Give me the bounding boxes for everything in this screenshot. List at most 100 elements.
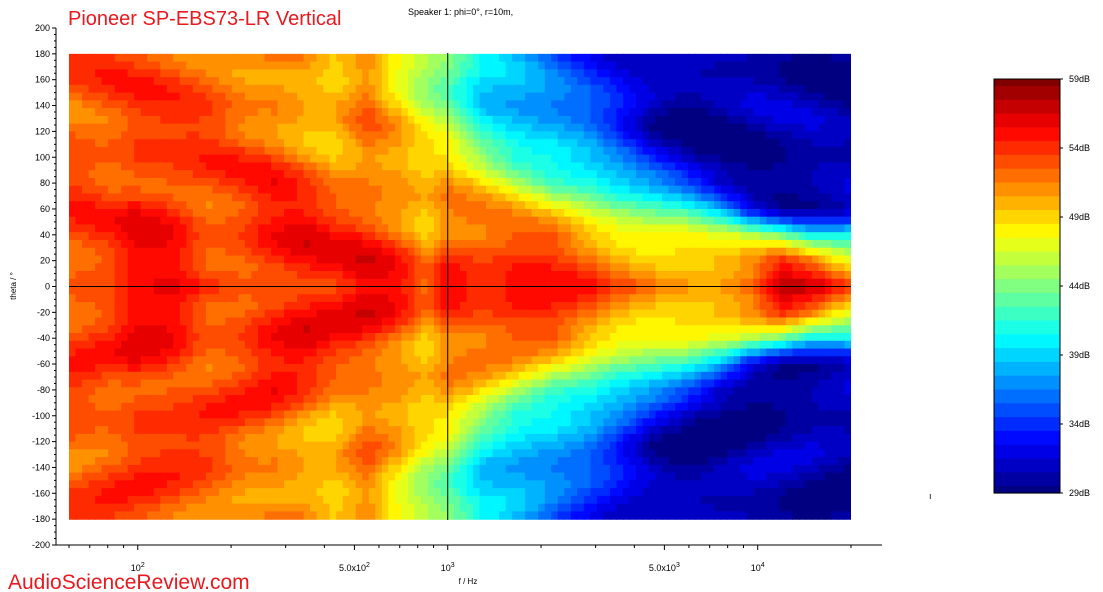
heatmap-cell [82, 302, 90, 311]
heatmap-cell [792, 340, 800, 350]
heatmap-cell [381, 69, 389, 78]
heatmap-cell [303, 371, 311, 381]
heatmap-cell [192, 115, 200, 125]
heatmap-cell [551, 84, 559, 94]
heatmap-cell [186, 193, 194, 202]
heatmap-cell [290, 348, 298, 357]
heatmap-cell [349, 162, 357, 171]
heatmap-cell [394, 177, 402, 187]
heatmap-cell [531, 115, 539, 125]
heatmap-cell [596, 177, 604, 187]
heatmap-cell [759, 270, 767, 280]
heatmap-cell [284, 317, 292, 326]
heatmap-cell [244, 108, 253, 117]
heatmap-cell [336, 92, 344, 101]
heatmap-cell [499, 371, 507, 381]
heatmap-cell [407, 333, 415, 342]
heatmap-cell [720, 333, 728, 342]
heatmap-cell [355, 263, 363, 272]
heatmap-cell [192, 170, 200, 179]
heatmap-cell [655, 92, 663, 101]
heatmap-cell [82, 77, 90, 86]
heatmap-cell [544, 162, 552, 171]
heatmap-cell [570, 108, 578, 117]
heatmap-cell [551, 69, 559, 78]
heatmap-cell [460, 53, 468, 63]
heatmap-cell [277, 364, 285, 373]
heatmap-cell [590, 69, 598, 78]
heatmap-cell [551, 185, 559, 195]
heatmap-cell [225, 255, 233, 264]
heatmap-cell [244, 348, 253, 357]
heatmap-cell [596, 216, 604, 226]
heatmap-cell [759, 108, 767, 117]
heatmap-cell [740, 247, 748, 257]
heatmap-cell [759, 100, 767, 109]
heatmap-cell [186, 115, 194, 125]
heatmap-cell [824, 185, 833, 195]
heatmap-cell [303, 154, 311, 164]
heatmap-cell [95, 92, 103, 101]
heatmap-cell [681, 224, 689, 233]
heatmap-cell [192, 201, 200, 210]
heatmap-cell [316, 232, 324, 241]
heatmap-cell [290, 162, 298, 171]
heatmap-cell [479, 333, 487, 342]
heatmap-cell [284, 146, 292, 156]
heatmap-cell [420, 247, 429, 257]
heatmap-cell [225, 325, 233, 334]
heatmap-cell [486, 208, 494, 218]
heatmap-cell [401, 371, 409, 381]
heatmap-cell [538, 286, 546, 295]
heatmap-cell [512, 53, 520, 63]
heatmap-cell [518, 193, 526, 202]
heatmap-cell [114, 356, 122, 365]
heatmap-cell [114, 193, 122, 202]
heatmap-cell [714, 177, 722, 187]
heatmap-cell [336, 193, 344, 202]
heatmap-cell [303, 333, 311, 342]
heatmap-cell [831, 115, 839, 125]
heatmap-cell [707, 53, 715, 63]
heatmap-cell [785, 77, 793, 86]
heatmap-cell [297, 100, 305, 109]
heatmap-cell [238, 77, 246, 86]
heatmap-cell [446, 356, 455, 365]
heatmap-cell [277, 108, 285, 117]
heatmap-cell [616, 77, 624, 86]
heatmap-cell [323, 232, 331, 241]
heatmap-cell [701, 317, 709, 326]
heatmap-cell [231, 317, 240, 326]
heatmap-cell [134, 185, 142, 195]
heatmap-cell [473, 224, 481, 233]
heatmap-cell [342, 61, 350, 70]
heatmap-cell [349, 139, 357, 148]
heatmap-cell [82, 193, 90, 202]
heatmap-cell [512, 348, 520, 357]
heatmap-cell [284, 69, 292, 78]
heatmap-cell [505, 216, 513, 226]
heatmap-cell [375, 340, 383, 350]
heatmap-cell [88, 123, 96, 132]
heatmap-cell [277, 162, 285, 171]
heatmap-cell [362, 193, 370, 202]
heatmap-cell [538, 201, 546, 210]
heatmap-cell [714, 154, 722, 164]
heatmap-cell [394, 139, 402, 148]
heatmap-cell [779, 193, 787, 202]
heatmap-cell [733, 356, 741, 365]
heatmap-cell [355, 286, 363, 295]
heatmap-cell [831, 208, 839, 218]
heatmap-cell [153, 123, 161, 132]
heatmap-cell [82, 216, 90, 226]
heatmap-cell [792, 356, 800, 365]
heatmap-cell [440, 69, 448, 78]
heatmap-cell [342, 193, 350, 202]
heatmap-cell [192, 61, 200, 70]
heatmap-cell [95, 201, 103, 210]
heatmap-cell [720, 77, 728, 86]
heatmap-cell [831, 317, 839, 326]
heatmap-cell [134, 309, 142, 319]
heatmap-cell [525, 239, 533, 249]
heatmap-cell [701, 77, 709, 86]
